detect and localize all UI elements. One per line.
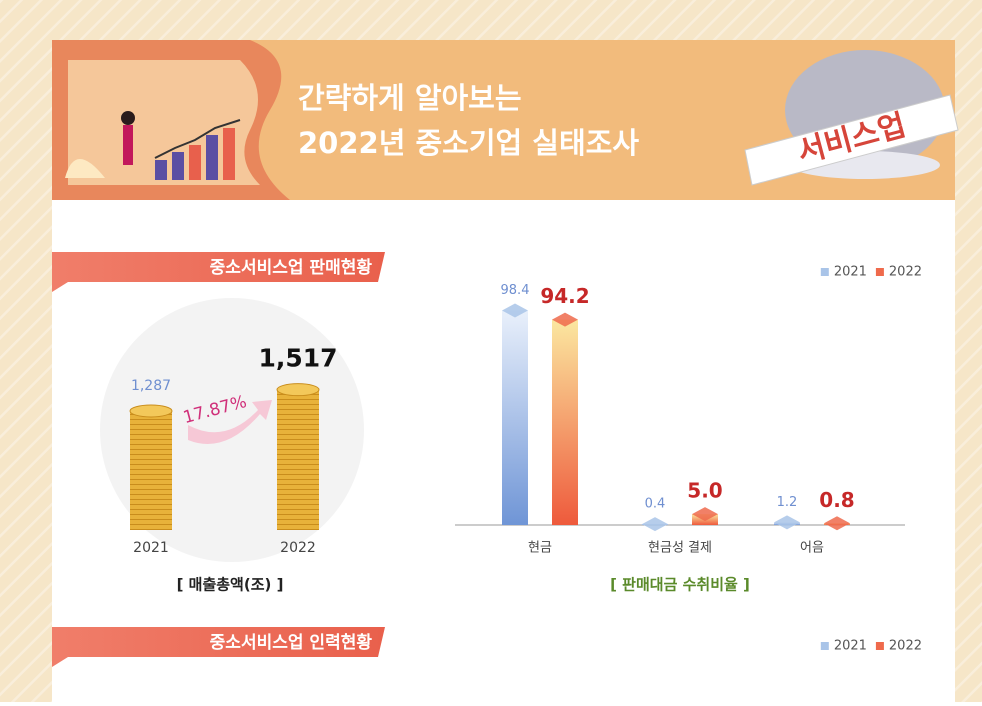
x-tick-label: 어음	[800, 541, 824, 556]
legend-label: 2022	[889, 639, 922, 654]
value-label: 94.2	[540, 284, 589, 308]
legend-label: 2022	[889, 265, 922, 280]
section-ribbon	[52, 252, 385, 292]
coin-top	[276, 383, 320, 397]
x-tick-label: 현금성 결제	[648, 541, 712, 556]
value-label: 0.4	[645, 497, 666, 512]
legend-label: 2021	[834, 265, 867, 280]
bar-cap	[502, 303, 528, 318]
legend-swatch	[820, 268, 829, 276]
legend-label: 2021	[834, 639, 867, 654]
chart-caption: [ 판매대금 수취비율 ]	[610, 576, 750, 594]
legend-swatch	[875, 642, 884, 650]
chart-caption: [ 매출총액(조) ]	[177, 576, 284, 594]
value-label: 98.4	[501, 283, 530, 298]
x-tick-label: 2021	[133, 540, 169, 556]
growth-arrow	[188, 400, 272, 445]
coin-top	[129, 404, 173, 418]
x-tick-label: 2022	[280, 540, 316, 556]
value-label: 1,517	[258, 344, 337, 373]
value-label: 0.8	[819, 488, 854, 512]
x-tick-label: 현금	[528, 541, 552, 556]
badge-ribbon	[744, 94, 959, 186]
bar-cap	[552, 312, 578, 327]
bar-cap	[642, 517, 668, 532]
section-title: 중소서비스업 판매현황	[210, 258, 373, 278]
title-line: 간략하게 알아보는	[298, 81, 522, 115]
value-label: 1.2	[777, 495, 798, 510]
value-label: 5.0	[687, 479, 722, 503]
bar-cap	[692, 507, 718, 522]
bar	[502, 310, 528, 525]
growth-illustration	[65, 111, 241, 180]
bar	[552, 319, 578, 525]
section-ribbon	[52, 627, 385, 667]
value-label: 1,287	[131, 378, 171, 394]
bar-cap	[824, 516, 850, 531]
legend-swatch	[875, 268, 884, 276]
coin-stack	[130, 410, 172, 530]
bar-cap	[774, 515, 800, 530]
title-line: 2022년 중소기업 실태조사	[298, 126, 639, 160]
section-title: 중소서비스업 인력현황	[210, 633, 373, 653]
coin-stack	[277, 389, 319, 530]
legend-swatch	[820, 642, 829, 650]
